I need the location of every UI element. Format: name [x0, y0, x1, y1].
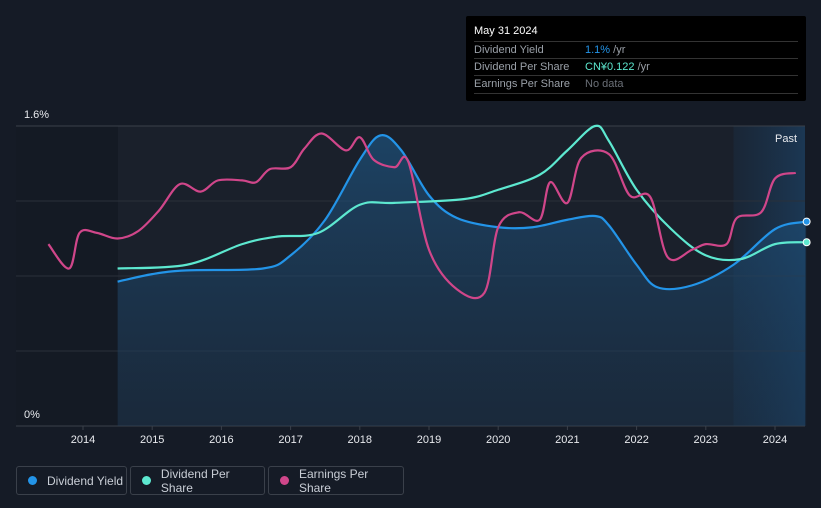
dividend-yield-area: [117, 135, 807, 426]
tooltip-unit: /yr: [610, 44, 626, 56]
tooltip-row-dividend-per-share: Dividend Per Share CN¥0.122 /yr: [474, 58, 798, 76]
x-tick-label: 2023: [694, 434, 718, 446]
x-tick-label: 2018: [348, 434, 372, 446]
legend-dividend-per-share[interactable]: Dividend Per Share: [130, 466, 265, 495]
legend-earnings-per-share[interactable]: Earnings Per Share: [268, 466, 404, 495]
tooltip-label: Earnings Per Share: [474, 78, 570, 90]
tooltip-row-dividend-yield: Dividend Yield 1.1% /yr: [474, 41, 798, 59]
tooltip-label: Dividend Per Share: [474, 61, 570, 73]
tooltip-value: CN¥0.122: [585, 61, 635, 73]
x-tick-label: 2022: [624, 434, 648, 446]
legend-label: Earnings Per Share: [298, 466, 369, 495]
legend-dot-icon: [142, 476, 151, 485]
legend-label: Dividend Yield: [47, 473, 124, 488]
x-tick-label: 2019: [417, 434, 441, 446]
x-tick-label: 2024: [763, 434, 787, 446]
legend-dot-icon: [28, 476, 37, 485]
tooltip-value: 1.1%: [585, 44, 611, 56]
dividend-yield-line: [117, 134, 807, 291]
tooltip: May 31 2024 Dividend Yield 1.1% /yr Divid…: [466, 16, 806, 101]
dividend-per-share-line: [117, 124, 807, 270]
legend-dot-icon: [280, 476, 289, 485]
tooltip-label: Dividend Yield: [474, 44, 544, 56]
x-tick-label: 2020: [486, 434, 510, 446]
legend-label: Dividend Per Share: [160, 466, 230, 495]
legend-dividend-yield[interactable]: Dividend Yield: [16, 466, 127, 495]
tooltip-unit: /yr: [634, 61, 650, 73]
tooltip-row-earnings-per-share: Earnings Per Share No data: [474, 75, 798, 94]
y-tick-bottom: 0%: [24, 409, 40, 421]
x-tick-label: 2017: [278, 434, 302, 446]
y-tick-top: 1.6%: [24, 109, 49, 121]
x-tick-label: 2014: [71, 434, 95, 446]
tooltip-value: No data: [585, 78, 624, 90]
x-tick-label: 2015: [140, 434, 164, 446]
x-tick-label: 2021: [555, 434, 579, 446]
earnings-per-share-line: [47, 132, 797, 300]
tooltip-date: May 31 2024: [474, 25, 538, 37]
dividend-yield-end-marker: [802, 217, 811, 226]
x-tick-label: 2016: [209, 434, 233, 446]
past-label: Past: [775, 133, 797, 145]
dividend-per-share-end-marker: [802, 238, 811, 247]
